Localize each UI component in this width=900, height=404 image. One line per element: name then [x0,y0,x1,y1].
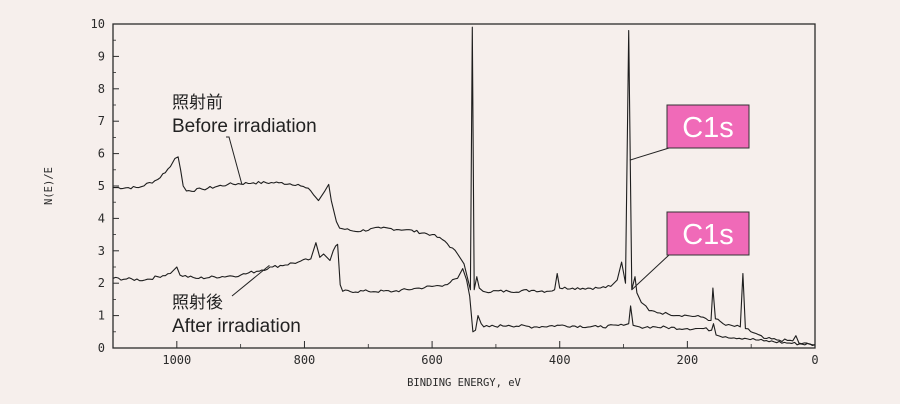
x-tick-label: 0 [811,353,818,367]
y-tick-label: 3 [98,244,105,258]
after-irradiation-label-jp: 照射後 [172,293,223,312]
y-tick-label: 0 [98,341,105,355]
x-tick-label: 600 [421,353,443,367]
annotation-layer: 照射前 Before irradiation 照射後 After irradia… [172,93,750,337]
c1s-before-tag-label: C1s [682,112,734,144]
c1s-after-leader-line [631,254,670,291]
y-tick-label: 6 [98,147,105,161]
c1s-after-tag [666,211,750,256]
y-tick-label: 4 [98,211,105,225]
series-line-before [113,26,816,346]
c1s-before-leader-line [629,147,670,161]
y-tick-label: 5 [98,179,105,193]
after-irradiation-label-en: After irradiation [172,316,301,337]
series-line-after [112,242,816,347]
x-tick-label: 200 [677,353,699,367]
before-irradiation-leader-line [226,136,243,185]
y-tick-label: 2 [98,276,105,290]
y-tick-label: 1 [98,309,105,323]
c1s-after-tag-label: C1s [682,219,734,251]
x-tick-label: 400 [549,353,571,367]
after-irradiation-leader-line [231,265,270,297]
y-tick-label: 7 [98,114,105,128]
y-tick-label: 10 [91,17,105,31]
x-tick-label: 800 [294,353,316,367]
x-axis-label: BINDING ENERGY, eV [407,377,521,389]
before-irradiation-label-en: Before irradiation [172,116,317,137]
y-tick-label: 8 [98,82,105,96]
y-axis-label: N(E)/E [43,167,55,205]
before-irradiation-label-jp: 照射前 [172,93,223,112]
c1s-before-tag [666,104,750,149]
y-tick-label: 9 [98,49,105,63]
x-tick-label: 1000 [162,353,191,367]
series-layer [112,26,816,347]
chart-axes: 0 1 2 3 4 5 6 7 8 9 10 1000 800 600 400 200 0 BINDING ENE… [43,17,819,389]
